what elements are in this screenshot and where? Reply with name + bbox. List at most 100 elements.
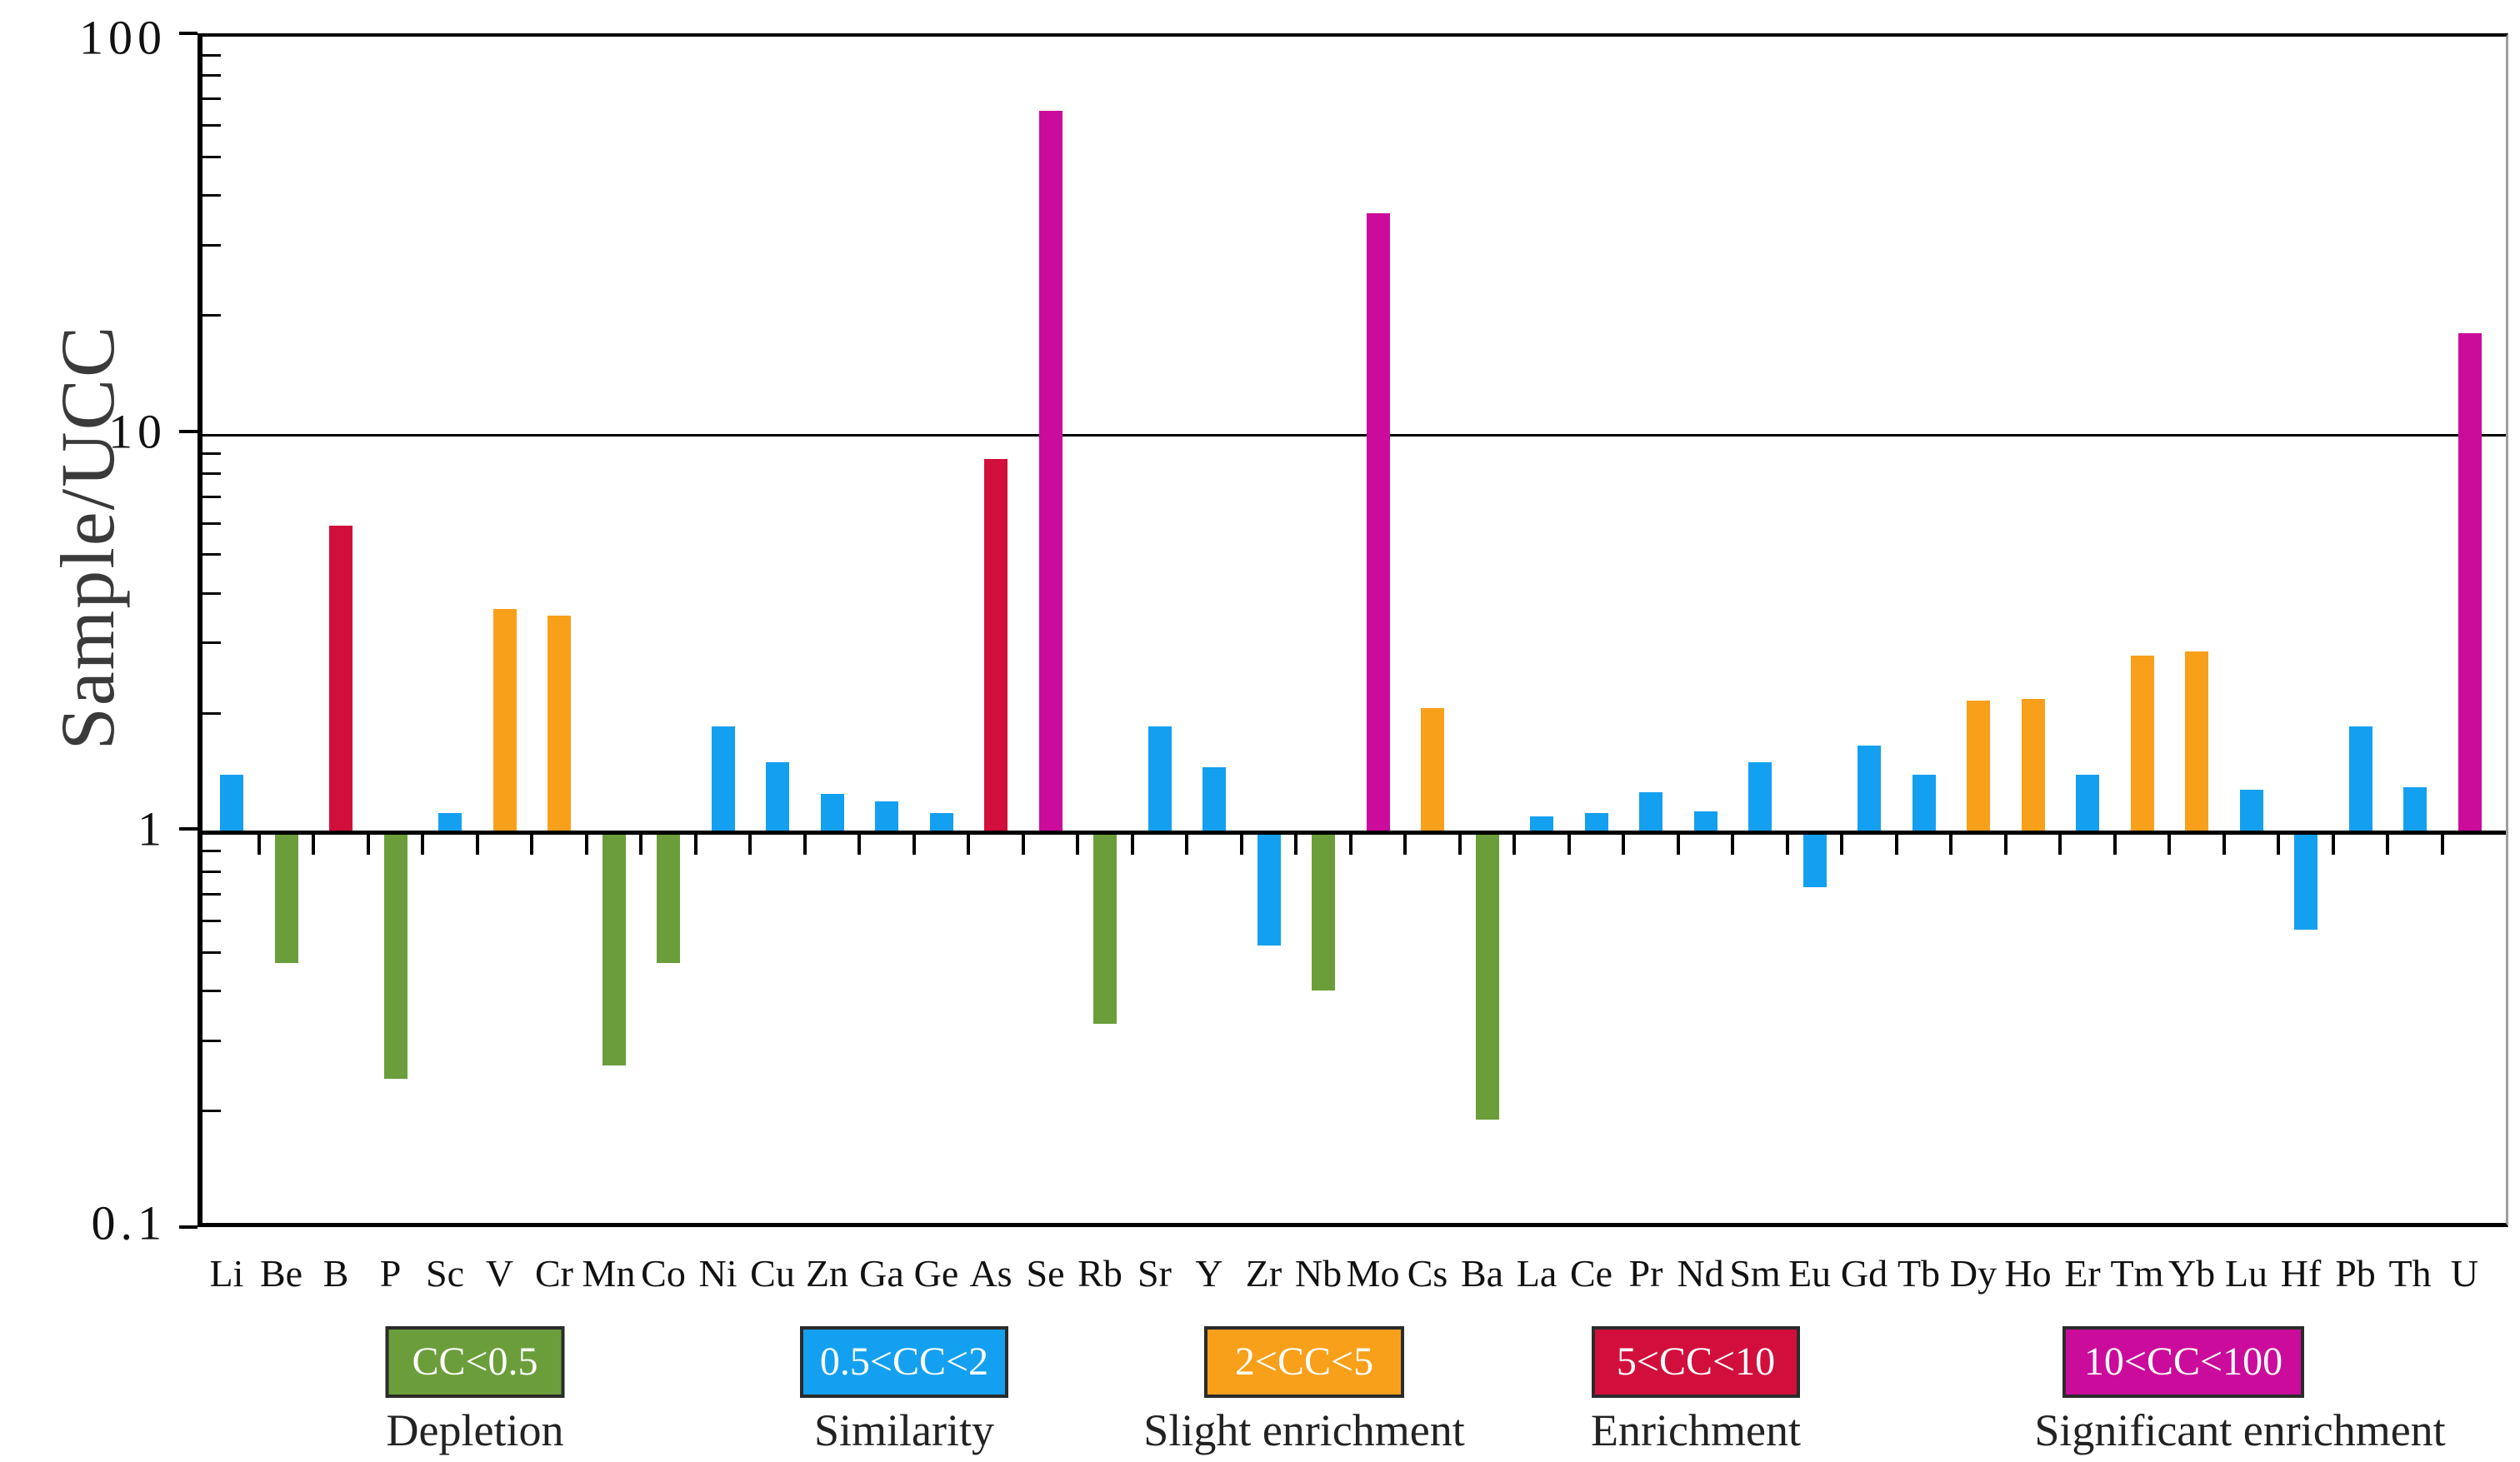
- x-tick-label-Sc: Sc: [426, 1252, 464, 1295]
- y-axis-minor-tick: [202, 1040, 221, 1043]
- x-axis-tick: [858, 835, 862, 856]
- x-tick-label-B: B: [322, 1252, 349, 1295]
- y-axis-major-tick: [179, 827, 198, 831]
- x-axis-tick: [2440, 835, 2444, 856]
- x-axis-tick: [2331, 835, 2335, 856]
- legend-box-1: CC<0.5: [385, 1326, 565, 1398]
- y-axis-minor-tick: [202, 452, 221, 455]
- x-axis-tick: [1294, 835, 1298, 856]
- x-tick-label-Tb: Tb: [1897, 1252, 1941, 1295]
- bar-V: [492, 608, 517, 831]
- bar-Gd: [1858, 746, 1881, 831]
- legend-label-3: Slight enrichment: [1143, 1405, 1465, 1455]
- bar-Zr: [1257, 835, 1281, 946]
- y-axis-minor-tick: [202, 53, 221, 57]
- x-axis-tick: [802, 835, 807, 856]
- bar-B: [329, 526, 352, 831]
- x-axis-tick: [2112, 835, 2117, 856]
- y-axis-minor-tick: [202, 951, 221, 955]
- x-tick-label-Yb: Yb: [2168, 1252, 2216, 1295]
- x-tick-label-Co: Co: [641, 1252, 686, 1295]
- x-tick-label-Mo: Mo: [1346, 1252, 1400, 1295]
- bar-Nb: [1312, 835, 1335, 991]
- x-axis-tick: [693, 835, 698, 856]
- x-tick-label-Ge: Ge: [913, 1252, 959, 1295]
- x-axis-tick: [1458, 835, 1462, 856]
- y-tick-label: 0.1: [91, 1195, 167, 1250]
- legend-label-1: Depletion: [386, 1405, 564, 1455]
- bar-Er: [2076, 774, 2099, 831]
- x-axis-baseline: [202, 831, 2506, 836]
- y-axis-minor-tick: [202, 194, 221, 197]
- x-tick-label-Ba: Ba: [1460, 1252, 1504, 1295]
- bar-Lu: [2239, 790, 2263, 831]
- bar-Eu: [1802, 835, 1827, 887]
- bar-Ni: [711, 726, 735, 831]
- legend-box-3: 2<CC<5: [1204, 1326, 1404, 1398]
- bar-Hf: [2294, 835, 2318, 930]
- bar-Cr: [548, 616, 571, 831]
- bar-Dy: [1967, 700, 1990, 831]
- y-axis-minor-tick: [202, 870, 221, 873]
- y-axis-minor-tick: [202, 521, 221, 525]
- x-axis-tick: [421, 835, 425, 856]
- x-axis-tick: [912, 835, 916, 856]
- bar-Nd: [1693, 811, 1718, 831]
- x-axis-tick: [2168, 835, 2172, 856]
- y-axis-minor-tick: [202, 74, 221, 77]
- x-axis-tick: [2003, 835, 2008, 856]
- x-tick-label-Sm: Sm: [1729, 1252, 1781, 1295]
- x-axis-tick: [1949, 835, 1953, 856]
- bar-Sr: [1148, 726, 1172, 831]
- x-tick-label-V: V: [485, 1252, 514, 1295]
- x-axis-tick: [1731, 835, 1735, 856]
- bar-Th: [2403, 786, 2427, 831]
- x-axis-tick: [1348, 835, 1352, 856]
- bar-U: [2458, 332, 2482, 831]
- x-axis-tick: [1785, 835, 1789, 856]
- x-axis-tick: [2222, 835, 2226, 856]
- y-axis-minor-tick: [202, 123, 221, 127]
- x-axis-tick: [2058, 835, 2062, 856]
- y-tick-label: 100: [79, 10, 167, 65]
- x-tick-label-U: U: [2450, 1252, 2479, 1295]
- legend-box-5: 10<CC<100: [2062, 1326, 2304, 1398]
- x-axis-tick: [530, 835, 534, 856]
- bar-Yb: [2185, 651, 2208, 831]
- bar-Zn: [820, 794, 844, 831]
- x-tick-label-Cu: Cu: [750, 1252, 795, 1295]
- y-tick-label: 1: [138, 801, 167, 856]
- y-axis-minor-tick: [202, 495, 221, 498]
- x-tick-label-Y: Y: [1195, 1252, 1223, 1295]
- x-tick-label-Zr: Zr: [1245, 1252, 1282, 1295]
- x-tick-label-Hf: Hf: [2280, 1252, 2322, 1295]
- x-axis-tick: [2277, 835, 2281, 856]
- x-axis-tick: [1185, 835, 1189, 856]
- bar-Cs: [1421, 708, 1444, 831]
- y-axis-minor-tick: [202, 591, 221, 595]
- x-tick-label-Se: Se: [1026, 1252, 1065, 1295]
- bar-Li: [220, 774, 243, 831]
- bar-Ga: [875, 801, 898, 831]
- x-axis-tick: [639, 835, 643, 856]
- y-axis-minor-tick: [202, 893, 221, 896]
- x-tick-label-Be: Be: [259, 1252, 303, 1295]
- bar-P: [383, 835, 408, 1080]
- x-tick-label-Th: Th: [2388, 1252, 2432, 1295]
- x-tick-label-Nb: Nb: [1294, 1252, 1342, 1295]
- bar-Mo: [1366, 212, 1390, 831]
- x-axis-tick: [2386, 835, 2390, 856]
- bar-Rb: [1093, 835, 1117, 1025]
- y-axis-title: Sample/UCC: [45, 324, 130, 751]
- x-axis-tick: [1622, 835, 1626, 856]
- x-tick-label-P: P: [379, 1252, 402, 1295]
- y-axis-minor-tick: [202, 990, 221, 993]
- x-tick-label-La: La: [1516, 1252, 1558, 1295]
- x-axis-tick: [1567, 835, 1571, 856]
- x-axis-tick: [1130, 835, 1134, 856]
- x-tick-label-Tm: Tm: [2110, 1252, 2164, 1295]
- x-axis-tick: [1403, 835, 1408, 856]
- x-axis-tick: [1021, 835, 1025, 856]
- x-tick-label-Ce: Ce: [1569, 1252, 1613, 1295]
